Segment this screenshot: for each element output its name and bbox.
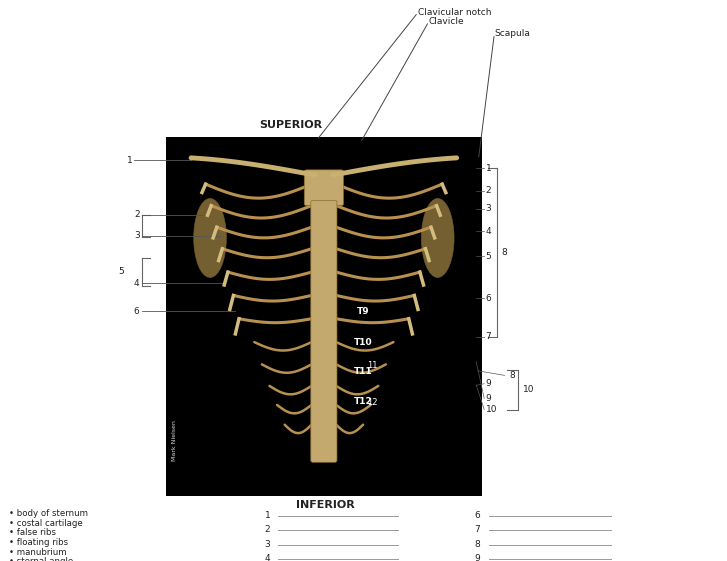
Text: 4: 4 bbox=[134, 279, 140, 288]
Text: • false ribs: • false ribs bbox=[9, 528, 56, 537]
FancyBboxPatch shape bbox=[305, 170, 343, 205]
Text: T9: T9 bbox=[357, 307, 370, 316]
Text: 1: 1 bbox=[265, 511, 270, 519]
Text: 6: 6 bbox=[134, 307, 140, 316]
Text: T10: T10 bbox=[354, 338, 373, 347]
Text: 9: 9 bbox=[486, 394, 491, 403]
Text: Scapula: Scapula bbox=[494, 29, 530, 38]
Text: T12: T12 bbox=[354, 397, 373, 406]
Text: 12: 12 bbox=[368, 398, 378, 407]
Text: 7: 7 bbox=[474, 525, 480, 534]
Text: 4: 4 bbox=[265, 554, 270, 561]
Text: 10: 10 bbox=[523, 385, 534, 394]
Text: • costal cartilage: • costal cartilage bbox=[9, 519, 82, 528]
Text: 10: 10 bbox=[486, 405, 497, 414]
Text: 8: 8 bbox=[510, 371, 515, 380]
FancyBboxPatch shape bbox=[311, 200, 337, 462]
Text: INFERIOR: INFERIOR bbox=[296, 500, 354, 511]
Text: 3: 3 bbox=[134, 231, 140, 240]
Text: 9: 9 bbox=[486, 379, 491, 388]
Text: • floating ribs: • floating ribs bbox=[9, 538, 68, 547]
Text: 6: 6 bbox=[474, 511, 480, 519]
Text: 8: 8 bbox=[474, 540, 480, 549]
Text: 8: 8 bbox=[501, 248, 507, 257]
Text: 7: 7 bbox=[486, 332, 491, 341]
Text: Clavicular notch: Clavicular notch bbox=[418, 8, 491, 17]
Text: • body of sternum: • body of sternum bbox=[9, 509, 88, 518]
Text: 1: 1 bbox=[486, 164, 491, 173]
Text: 3: 3 bbox=[265, 540, 270, 549]
Text: T11: T11 bbox=[354, 367, 373, 376]
Text: Mark Nielsen: Mark Nielsen bbox=[172, 420, 177, 461]
Ellipse shape bbox=[193, 199, 226, 278]
Text: 9: 9 bbox=[474, 554, 480, 561]
Bar bbox=[166, 137, 482, 496]
Text: 4: 4 bbox=[486, 227, 491, 236]
Text: 1: 1 bbox=[126, 156, 132, 165]
Text: 6: 6 bbox=[486, 294, 491, 303]
Text: 2: 2 bbox=[134, 210, 140, 219]
Text: 2: 2 bbox=[265, 525, 270, 534]
Text: 2: 2 bbox=[486, 186, 491, 195]
Ellipse shape bbox=[422, 199, 454, 278]
Text: Clavicle: Clavicle bbox=[429, 17, 465, 26]
Text: • sternal angle: • sternal angle bbox=[9, 557, 73, 561]
Text: SUPERIOR: SUPERIOR bbox=[260, 120, 322, 130]
Text: 5: 5 bbox=[118, 267, 124, 276]
Text: • manubrium: • manubrium bbox=[9, 548, 66, 557]
Text: 11: 11 bbox=[368, 361, 378, 370]
Text: 5: 5 bbox=[486, 252, 491, 261]
Text: 3: 3 bbox=[486, 204, 491, 213]
